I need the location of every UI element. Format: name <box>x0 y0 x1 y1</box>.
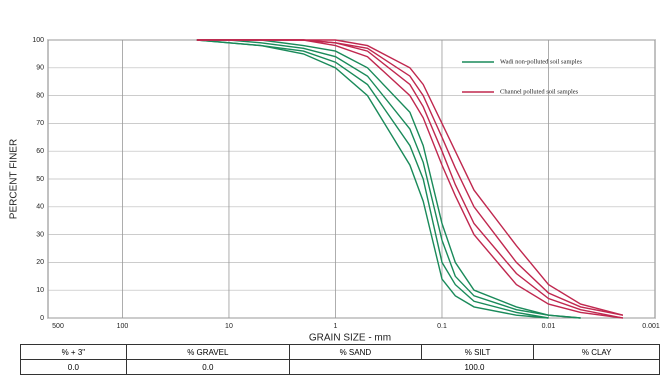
legend-label: Wadi non-polluted soil samples <box>500 58 582 65</box>
y-tick-label: 40 <box>36 204 44 211</box>
data-line <box>196 39 581 319</box>
y-tick-label: 30 <box>36 231 44 238</box>
data-line <box>196 39 624 316</box>
header-cell: % GRAVEL <box>125 344 290 360</box>
x-tick-label: 100 <box>117 323 129 330</box>
y-tick-label: 80 <box>36 92 44 99</box>
header-cell: % SAND <box>288 344 422 360</box>
y-axis-label: PERCENT FINER <box>9 139 20 219</box>
summary-table: % + 3" % GRAVEL % SAND % SILT % CLAY 0.0… <box>20 344 661 375</box>
x-tick-label: 0.01 <box>542 323 556 330</box>
y-tick-label: 60 <box>36 148 44 155</box>
header-cell: % CLAY <box>533 344 660 360</box>
x-tick-label: 500 <box>52 323 64 330</box>
data-row: 0.0 0.0 100.0 <box>20 359 661 375</box>
cell: 100.0 <box>288 359 661 375</box>
y-tick-label: 90 <box>36 65 44 72</box>
chart: PERCENT FINER GRAIN SIZE - mm 0 10 20 30 40 5… <box>9 37 660 342</box>
x-tick-label: 10 <box>225 323 233 330</box>
header-row: % + 3" % GRAVEL % SAND % SILT % CLAY <box>20 344 660 360</box>
y-tick-label: 0 <box>40 315 44 322</box>
cell: 0.0 <box>20 359 127 375</box>
x-axis-label: GRAIN SIZE - mm <box>309 333 391 342</box>
cell: 0.0 <box>125 359 290 375</box>
y-tick-label: 100 <box>32 37 44 44</box>
y-tick-label: 70 <box>36 120 44 127</box>
y-tick-label: 20 <box>36 259 44 266</box>
x-tick-label: 0.001 <box>642 323 660 330</box>
header-cell: % SILT <box>420 344 535 360</box>
x-tick-label: 1 <box>334 323 338 330</box>
data-line <box>196 39 624 316</box>
data-line <box>196 39 581 319</box>
data-line <box>196 39 549 319</box>
x-tick-label: 0.1 <box>437 323 447 330</box>
legend-label: Channel polluted soil samples <box>500 88 579 95</box>
y-tick-label: 50 <box>36 176 44 183</box>
y-tick-label: 10 <box>36 287 44 294</box>
header-cell: % + 3" <box>20 344 127 360</box>
